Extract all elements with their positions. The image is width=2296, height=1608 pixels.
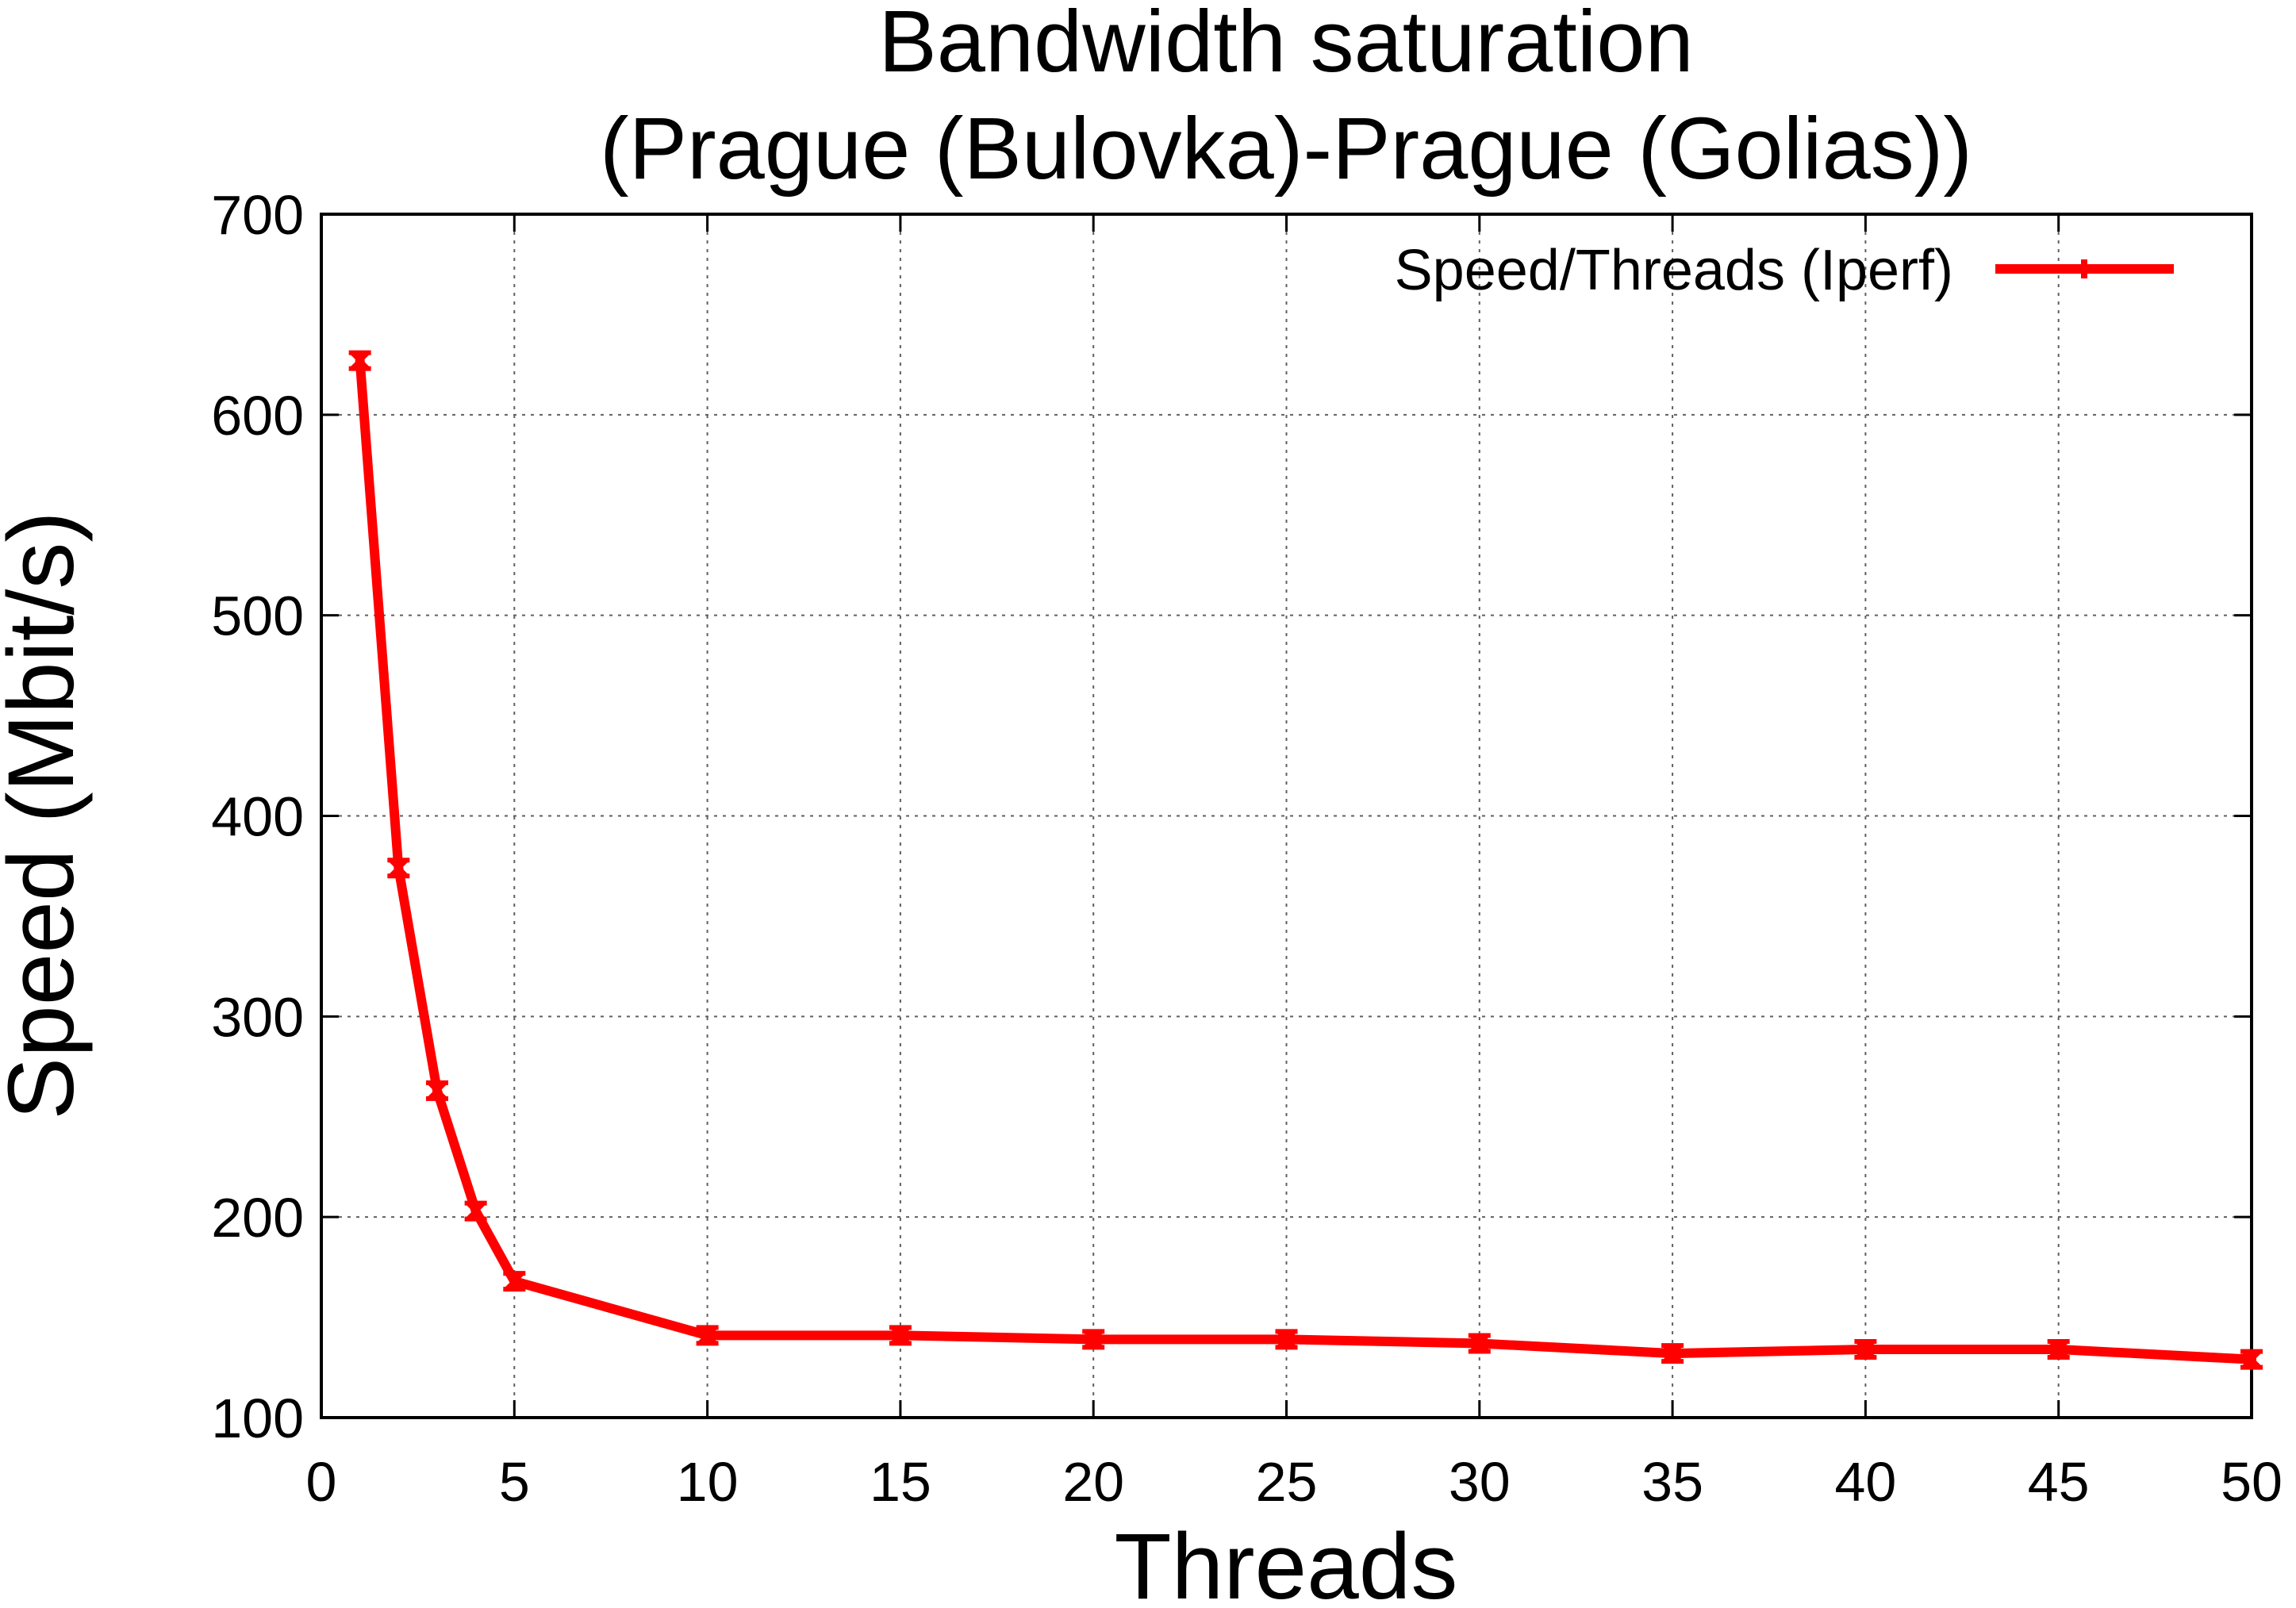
x-tick-label: 50 <box>2221 1451 2283 1513</box>
legend-label: Speed/Threads (Iperf) <box>1395 239 1953 302</box>
series-layer <box>348 350 2263 1370</box>
data-point <box>1275 1329 1298 1350</box>
point-marker-b <box>2241 1349 2262 1369</box>
data-point <box>387 858 410 879</box>
data-point <box>2240 1349 2263 1370</box>
point-marker-b <box>389 858 409 878</box>
y-tick-label: 400 <box>211 786 304 848</box>
x-tick-label: 15 <box>870 1451 931 1513</box>
point-marker-b <box>2048 1339 2068 1360</box>
x-tick-label: 10 <box>677 1451 739 1513</box>
x-tick-label: 0 <box>306 1451 337 1513</box>
chart-title-line-2: (Prague (Bulovka)-Prague (Golias)) <box>600 100 1972 198</box>
y-axis-label: Speed (Mbit/s) <box>0 511 94 1119</box>
data-point <box>2047 1339 2070 1360</box>
x-axis-label: Threads <box>1115 1514 1458 1608</box>
data-point <box>1661 1343 1684 1364</box>
tick-layer: 0 5 10 15 20 25 30 35 40 45 50 100 200 300 400 500 600 70… <box>211 184 2283 1513</box>
y-tick-label: 600 <box>211 385 304 447</box>
point-marker-b <box>505 1271 524 1291</box>
data-point <box>1854 1339 1877 1360</box>
point-marker-b <box>1084 1330 1104 1349</box>
data-point <box>503 1271 526 1292</box>
x-tick-label: 40 <box>1834 1451 1896 1513</box>
point-marker-b <box>1856 1339 1876 1360</box>
chart-title-line-1: Bandwidth saturation <box>878 0 1693 90</box>
data-point <box>696 1325 719 1346</box>
point-marker-b <box>427 1080 447 1101</box>
y-tick-label: 200 <box>211 1187 304 1249</box>
data-point <box>1468 1333 1491 1354</box>
data-point <box>889 1325 912 1346</box>
point-marker-b <box>890 1326 911 1345</box>
x-tick-label: 45 <box>2028 1451 2090 1513</box>
x-tick-label: 5 <box>499 1451 530 1513</box>
y-tick-label: 100 <box>211 1387 304 1449</box>
x-tick-label: 30 <box>1449 1451 1511 1513</box>
point-marker-b <box>1469 1334 1489 1353</box>
x-tick-label: 20 <box>1062 1451 1124 1513</box>
x-tick-label: 25 <box>1256 1451 1318 1513</box>
legend: Speed/Threads (Iperf) <box>1395 239 2174 302</box>
point-marker-b <box>350 351 370 370</box>
series-line <box>355 355 2256 1364</box>
point-marker-b <box>1277 1330 1296 1349</box>
data-point <box>464 1200 487 1222</box>
data-point <box>1082 1329 1105 1350</box>
x-tick-label: 35 <box>1641 1451 1703 1513</box>
point-marker-b <box>1662 1343 1683 1364</box>
grid-layer <box>321 214 2252 1418</box>
data-point <box>425 1080 448 1101</box>
point-marker-b <box>697 1326 717 1345</box>
y-tick-label: 300 <box>211 986 304 1048</box>
point-marker-b <box>466 1201 486 1221</box>
y-tick-label: 700 <box>211 184 304 246</box>
y-tick-label: 500 <box>211 585 304 647</box>
data-point <box>348 350 371 371</box>
